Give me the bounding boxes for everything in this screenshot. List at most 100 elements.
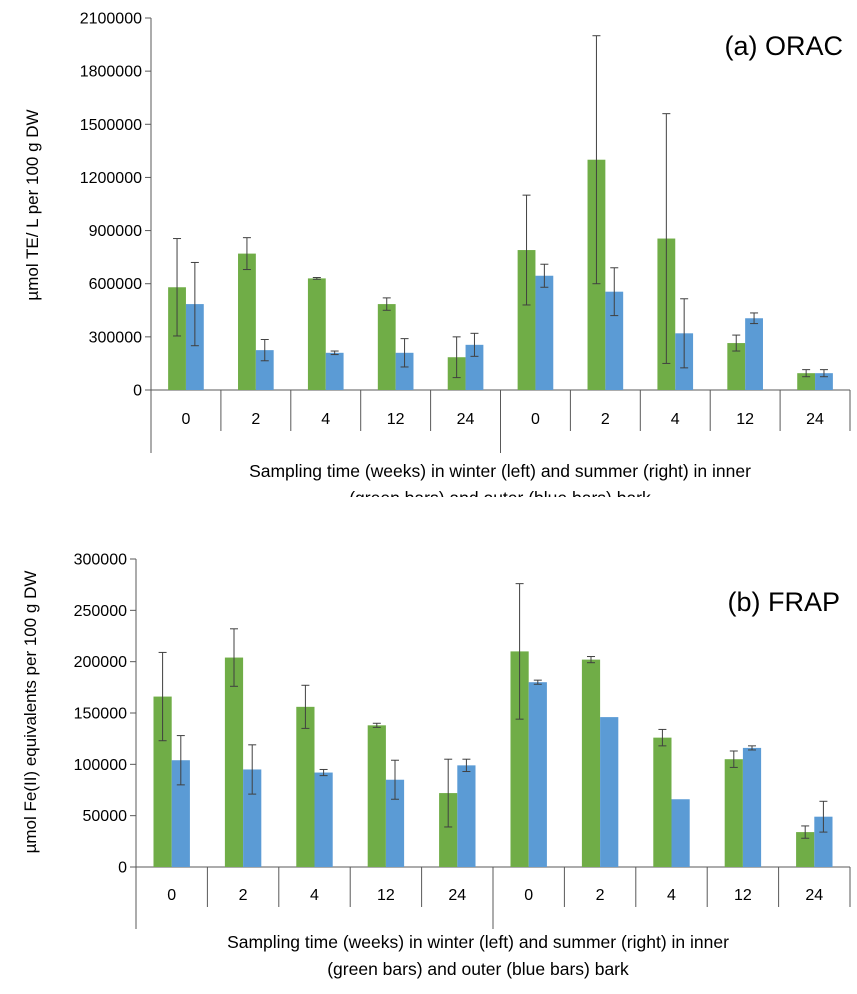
- inner-bark-bar: [439, 793, 458, 867]
- error-bar: [680, 298, 689, 369]
- category-label: 24: [805, 887, 823, 904]
- inner-bark-bar: [581, 659, 601, 867]
- chart-title: (a) ORAC: [724, 31, 843, 61]
- error-bar: [586, 656, 595, 664]
- y-tick-label: 1500000: [80, 117, 142, 134]
- error-bar: [242, 237, 251, 271]
- outer-bark-bar: [671, 799, 690, 867]
- error-bar: [662, 113, 671, 364]
- error-bar: [748, 745, 757, 751]
- outer-bark-bar: [171, 760, 190, 867]
- error-bar: [729, 750, 738, 768]
- category-label: 0: [167, 887, 176, 904]
- error-bar: [173, 238, 182, 337]
- category-label: 24: [806, 411, 824, 428]
- y-axis-title: µmol Fe(II) equivalents per 100 g DW: [21, 571, 40, 854]
- outer-bark-bar: [528, 682, 547, 867]
- error-bar: [592, 35, 601, 285]
- outer-bark-bar: [814, 816, 833, 867]
- y-axis-title: µmol TE/ L per 100 g DW: [23, 109, 42, 300]
- outer-bark-bar: [600, 717, 619, 867]
- error-bar: [533, 679, 542, 685]
- y-tick-label: 300000: [74, 552, 127, 569]
- y-tick-label: 0: [133, 383, 142, 400]
- category-label: 24: [457, 411, 475, 428]
- x-axis-title: Sampling time (weeks) in winter (left) a…: [249, 461, 751, 481]
- error-bar: [802, 369, 811, 378]
- category-label: 12: [387, 411, 405, 428]
- chart-title: (b) FRAP: [727, 587, 840, 617]
- inner-bark-bar: [796, 832, 815, 867]
- error-bar: [610, 267, 619, 317]
- category-label: 0: [524, 887, 533, 904]
- error-bar: [176, 735, 185, 786]
- y-tick-label: 300000: [89, 329, 142, 346]
- error-bar: [382, 297, 391, 311]
- error-bar: [312, 277, 321, 280]
- error-bar: [462, 758, 471, 773]
- inner-bark-bar: [510, 651, 529, 867]
- category-label: 2: [239, 887, 248, 904]
- outer-bark-bar: [815, 373, 833, 390]
- error-bar: [229, 628, 238, 687]
- y-tick-label: 150000: [74, 706, 127, 723]
- y-tick-label: 600000: [89, 276, 142, 293]
- inner-bark-bar: [224, 657, 244, 867]
- error-bar: [540, 263, 549, 288]
- inner-bark-bar: [724, 759, 743, 867]
- error-bar: [444, 758, 453, 828]
- y-tick-label: 200000: [74, 654, 127, 671]
- outer-bark-bar: [314, 772, 333, 867]
- category-label: 4: [667, 887, 676, 904]
- error-bar: [750, 312, 759, 325]
- error-bar: [819, 369, 828, 378]
- inner-bark-bar: [377, 304, 396, 390]
- x-axis-title: Sampling time (weeks) in winter (left) a…: [227, 932, 729, 952]
- inner-bark-bar: [797, 373, 816, 390]
- outer-bark-bar: [385, 779, 405, 867]
- category-label: 12: [734, 887, 752, 904]
- error-bar: [330, 350, 339, 356]
- category-label: 4: [671, 411, 680, 428]
- outer-bark-bar: [243, 769, 262, 867]
- y-tick-label: 250000: [74, 603, 127, 620]
- error-bar: [732, 334, 741, 352]
- error-bar: [248, 744, 257, 795]
- outer-bark-bar: [742, 747, 762, 867]
- x-axis-title: (green bars) and outer (blue bars) bark: [349, 488, 651, 497]
- inner-bark-bar: [517, 250, 536, 390]
- outer-bark-bar: [745, 318, 763, 390]
- inner-bark-bar: [367, 725, 386, 867]
- error-bar: [819, 800, 828, 833]
- orac-chart: 0 300000 600000 900000 1200000 1500000 1800000…: [23, 11, 851, 497]
- outer-bark-bar: [185, 304, 204, 390]
- inner-bark-bar: [153, 696, 172, 867]
- error-bar: [319, 768, 328, 777]
- category-label: 12: [377, 887, 395, 904]
- error-bar: [190, 261, 199, 347]
- outer-bark-bar: [325, 352, 344, 390]
- error-bar: [158, 651, 167, 742]
- category-label: 4: [321, 411, 330, 428]
- category-label: 2: [596, 887, 605, 904]
- category-label: 2: [251, 411, 260, 428]
- inner-bark-bar: [296, 706, 315, 867]
- y-tick-label: 100000: [74, 757, 127, 774]
- outer-bark-bar: [457, 765, 476, 867]
- error-bar: [658, 728, 667, 747]
- inner-bark-bar: [727, 343, 746, 390]
- y-tick-label: 2100000: [80, 11, 142, 28]
- error-bar: [522, 194, 531, 306]
- inner-bark-bar: [653, 737, 672, 867]
- error-bar: [400, 338, 409, 368]
- error-bar: [801, 825, 810, 839]
- y-tick-label: 50000: [83, 808, 128, 825]
- category-label: 24: [448, 887, 466, 904]
- category-label: 0: [531, 411, 540, 428]
- y-tick-label: 900000: [89, 223, 142, 240]
- y-tick-label: 1200000: [80, 170, 142, 187]
- error-bar: [372, 722, 381, 728]
- outer-bark-bar: [255, 350, 274, 390]
- category-label: 2: [601, 411, 610, 428]
